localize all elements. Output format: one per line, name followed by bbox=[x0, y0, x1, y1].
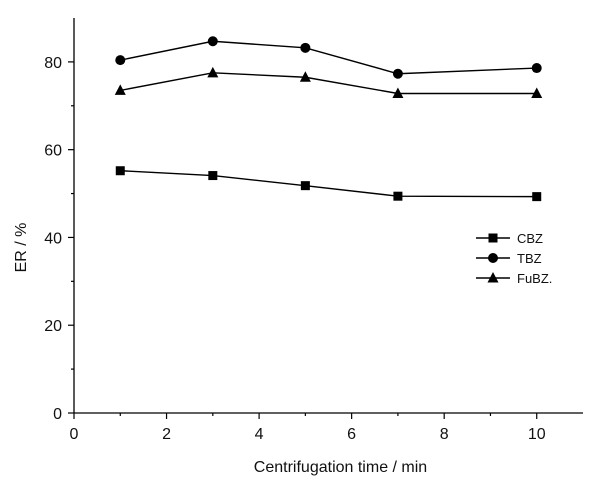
data-point bbox=[532, 192, 542, 202]
y-tick-label: 80 bbox=[44, 55, 62, 72]
legend: CBZ TBZ FuBZ. bbox=[476, 231, 552, 286]
data-point bbox=[207, 66, 219, 78]
x-tick-label: 4 bbox=[255, 426, 264, 443]
data-point bbox=[392, 87, 404, 98]
y-ticks: 0 20 40 60 80 bbox=[44, 55, 74, 423]
legend-marker bbox=[487, 272, 499, 283]
legend-item: TBZ bbox=[476, 251, 542, 266]
series-line bbox=[120, 72, 537, 95]
y-axis-title: ER / % bbox=[13, 223, 30, 273]
series-tbz bbox=[115, 36, 542, 79]
data-point bbox=[115, 55, 126, 66]
legend-item: FuBZ. bbox=[476, 271, 552, 286]
data-point bbox=[208, 171, 218, 181]
y-tick-label: 60 bbox=[44, 143, 62, 160]
x-tick-label: 10 bbox=[528, 426, 546, 443]
legend-marker bbox=[488, 253, 498, 263]
axes bbox=[73, 18, 583, 414]
legend-label: FuBZ. bbox=[517, 271, 552, 286]
series-fubz bbox=[114, 66, 543, 98]
y-tick-label: 0 bbox=[53, 406, 62, 423]
series-layer bbox=[114, 36, 543, 202]
legend-item: CBZ bbox=[476, 231, 543, 246]
series-line bbox=[120, 40, 537, 75]
series-line bbox=[120, 170, 537, 198]
data-point bbox=[300, 181, 310, 191]
data-point bbox=[114, 84, 126, 95]
x-axis-title: Centrifugation time / min bbox=[254, 459, 427, 476]
y-tick-label: 20 bbox=[44, 318, 62, 335]
x-tick-label: 6 bbox=[347, 426, 356, 443]
data-point bbox=[115, 166, 125, 176]
data-point bbox=[207, 36, 218, 47]
legend-label: TBZ bbox=[517, 251, 542, 266]
legend-label: CBZ bbox=[517, 231, 543, 246]
x-ticks: 0 2 4 6 8 10 bbox=[70, 413, 546, 443]
x-tick-label: 2 bbox=[162, 426, 171, 443]
data-point bbox=[300, 42, 311, 53]
data-point bbox=[531, 63, 542, 74]
x-tick-label: 8 bbox=[440, 426, 449, 443]
x-tick-label: 0 bbox=[70, 426, 79, 443]
data-point bbox=[299, 71, 311, 82]
data-point bbox=[392, 68, 403, 79]
legend-marker bbox=[488, 233, 498, 243]
y-tick-label: 40 bbox=[44, 230, 62, 247]
data-point bbox=[393, 191, 403, 201]
series-cbz bbox=[115, 166, 542, 202]
data-point bbox=[531, 87, 543, 98]
